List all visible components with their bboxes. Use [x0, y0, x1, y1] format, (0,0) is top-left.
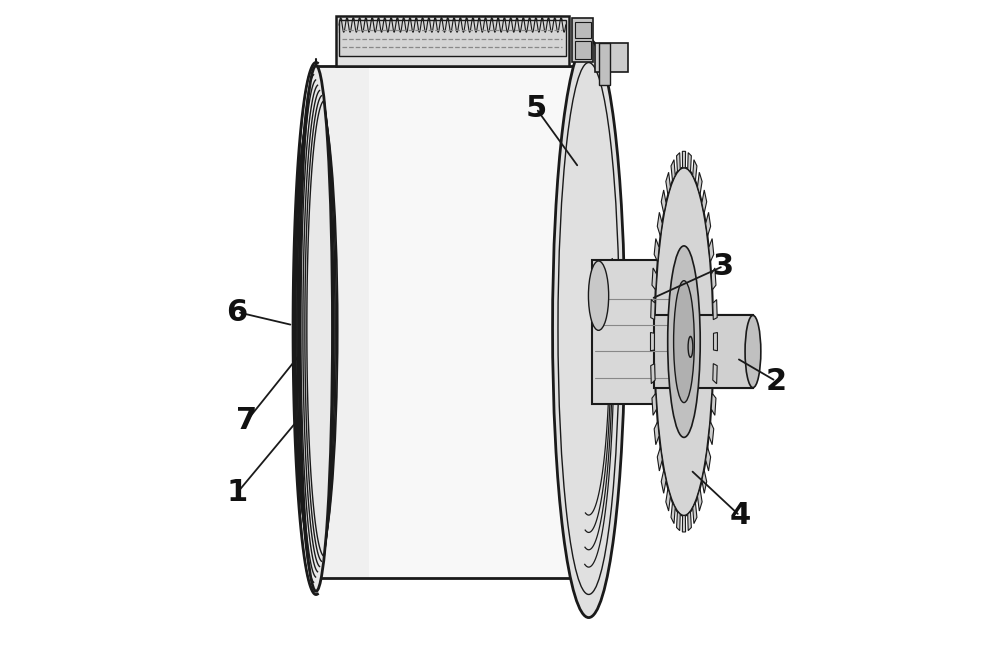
Polygon shape	[652, 394, 657, 415]
Polygon shape	[657, 447, 662, 471]
Polygon shape	[706, 212, 711, 237]
Bar	[599, 43, 610, 85]
Ellipse shape	[745, 315, 761, 388]
Polygon shape	[693, 502, 697, 524]
Text: 5: 5	[526, 94, 547, 123]
Polygon shape	[654, 315, 753, 388]
Text: 6: 6	[227, 298, 248, 327]
Polygon shape	[677, 152, 680, 172]
Bar	[336, 16, 569, 66]
Polygon shape	[682, 516, 686, 532]
Polygon shape	[682, 151, 686, 168]
Polygon shape	[709, 421, 714, 445]
Polygon shape	[671, 502, 675, 524]
Ellipse shape	[688, 336, 693, 357]
Ellipse shape	[668, 246, 700, 438]
Polygon shape	[651, 363, 655, 384]
Polygon shape	[666, 488, 670, 511]
Polygon shape	[709, 238, 714, 262]
Bar	[592, 260, 677, 404]
Polygon shape	[693, 160, 697, 181]
Polygon shape	[652, 268, 657, 290]
Bar	[595, 43, 628, 72]
Polygon shape	[702, 190, 707, 214]
Polygon shape	[316, 66, 585, 578]
Polygon shape	[369, 66, 585, 578]
Polygon shape	[697, 488, 702, 511]
Polygon shape	[661, 470, 666, 493]
Polygon shape	[657, 212, 662, 237]
Ellipse shape	[674, 281, 694, 403]
Ellipse shape	[300, 66, 332, 591]
Polygon shape	[702, 470, 707, 493]
Text: 2: 2	[765, 367, 787, 396]
Polygon shape	[713, 363, 717, 384]
Polygon shape	[713, 300, 717, 320]
Ellipse shape	[588, 261, 609, 330]
Text: 4: 4	[729, 501, 750, 530]
Ellipse shape	[654, 168, 714, 516]
Polygon shape	[671, 160, 675, 181]
Polygon shape	[688, 511, 691, 531]
Polygon shape	[697, 172, 702, 195]
Text: 3: 3	[713, 252, 734, 281]
Bar	[572, 18, 593, 62]
Polygon shape	[651, 300, 655, 320]
Bar	[339, 20, 566, 56]
Bar	[575, 41, 591, 59]
Polygon shape	[666, 172, 670, 195]
Polygon shape	[711, 394, 716, 415]
Text: 1: 1	[227, 478, 248, 507]
Polygon shape	[650, 332, 654, 351]
Polygon shape	[661, 190, 666, 214]
Polygon shape	[706, 447, 711, 471]
Polygon shape	[654, 421, 659, 445]
Text: 7: 7	[236, 406, 258, 435]
Polygon shape	[711, 268, 716, 290]
Polygon shape	[677, 511, 680, 531]
Polygon shape	[713, 332, 717, 351]
Polygon shape	[688, 152, 691, 172]
Polygon shape	[654, 238, 659, 262]
Bar	[575, 22, 591, 37]
Ellipse shape	[553, 39, 625, 618]
